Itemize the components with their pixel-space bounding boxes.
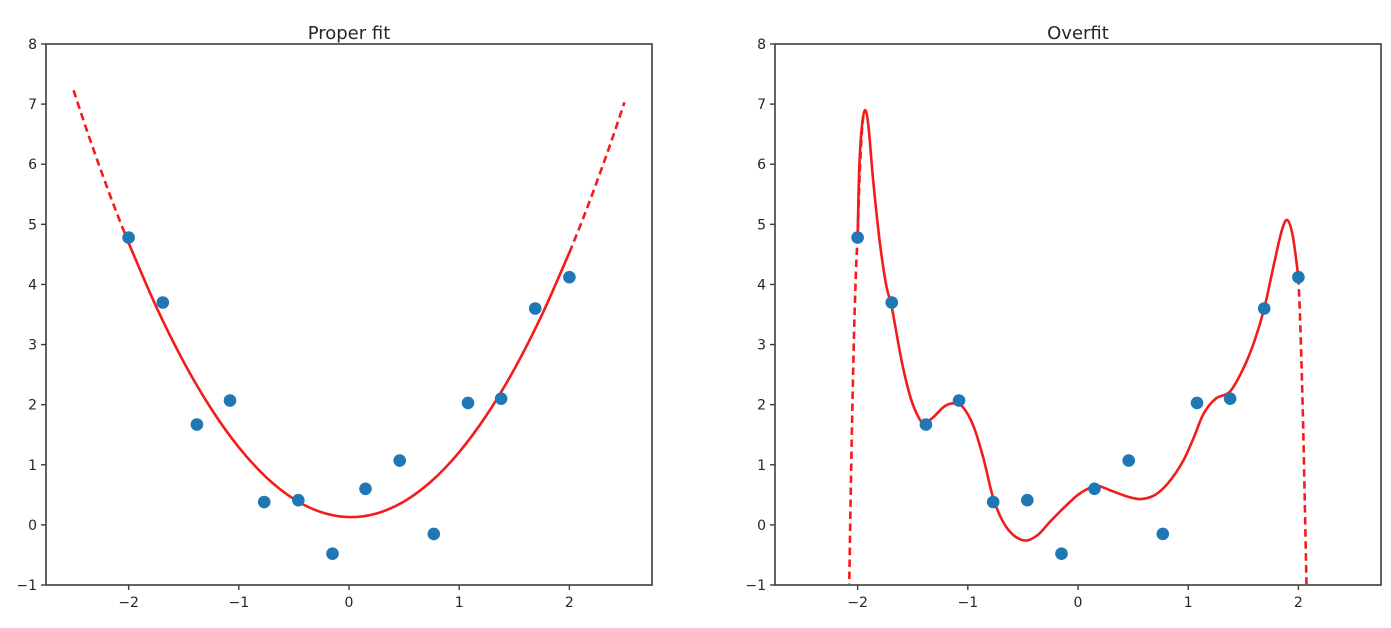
chart-title: Proper fit bbox=[308, 23, 391, 44]
data-point bbox=[393, 454, 407, 467]
data-point bbox=[190, 418, 204, 431]
x-tick-label: 0 bbox=[345, 595, 354, 611]
y-tick-label: 3 bbox=[28, 338, 37, 354]
data-point bbox=[851, 231, 864, 244]
data-point bbox=[1055, 547, 1068, 560]
y-tick-label: 0 bbox=[28, 518, 37, 534]
x-tick-label: 2 bbox=[1294, 595, 1303, 611]
x-tick-label: −1 bbox=[228, 595, 249, 611]
data-point bbox=[326, 547, 339, 560]
chart-title: Overfit bbox=[1047, 23, 1109, 44]
y-tick-label: 0 bbox=[757, 518, 766, 534]
data-point bbox=[292, 493, 305, 507]
fit-curve-dashed-left bbox=[72, 89, 130, 244]
data-point bbox=[223, 394, 237, 407]
data-point bbox=[494, 392, 508, 406]
y-tick-label: 8 bbox=[757, 37, 766, 53]
y-tick-label: 2 bbox=[28, 398, 37, 414]
data-point bbox=[986, 495, 1000, 509]
y-tick-label: 7 bbox=[757, 97, 766, 113]
data-point bbox=[1122, 454, 1135, 467]
y-tick-label: 8 bbox=[28, 37, 37, 53]
fit-curve-dashed-right bbox=[1297, 277, 1308, 584]
data-point bbox=[1190, 396, 1204, 410]
chart-overfit: −2 −1 0 1 2 −1 0 1 2 3 4 5 6 7 8 Overfit bbox=[745, 23, 1382, 611]
x-axis: −2 −1 0 1 2 bbox=[118, 585, 574, 611]
data-point bbox=[885, 296, 899, 309]
data-point bbox=[1156, 527, 1170, 541]
data-point bbox=[156, 296, 170, 309]
x-tick-label: −2 bbox=[118, 595, 139, 611]
y-tick-label: 6 bbox=[757, 157, 766, 173]
data-point bbox=[1021, 493, 1034, 507]
data-point bbox=[563, 270, 576, 284]
x-tick-label: 2 bbox=[565, 595, 574, 611]
scatter-points bbox=[122, 231, 576, 560]
y-tick-label: 5 bbox=[28, 217, 37, 233]
y-tick-label: 1 bbox=[28, 458, 37, 474]
data-point bbox=[952, 394, 966, 407]
data-point bbox=[1088, 482, 1101, 496]
x-tick-label: 1 bbox=[1184, 595, 1193, 611]
x-tick-label: 0 bbox=[1074, 595, 1083, 611]
y-tick-label: 6 bbox=[28, 157, 37, 173]
data-point bbox=[1257, 302, 1271, 315]
scatter-points bbox=[851, 231, 1305, 560]
y-tick-label: 1 bbox=[757, 458, 766, 474]
y-tick-label: −1 bbox=[16, 578, 37, 594]
data-point bbox=[528, 302, 542, 315]
x-tick-label: −1 bbox=[957, 595, 978, 611]
data-point bbox=[122, 231, 135, 244]
y-tick-label: 3 bbox=[757, 338, 766, 354]
y-axis: −1 0 1 2 3 4 5 6 7 8 bbox=[745, 37, 775, 594]
data-point bbox=[257, 495, 271, 509]
x-tick-label: −2 bbox=[847, 595, 868, 611]
y-tick-label: 4 bbox=[28, 277, 37, 293]
data-point bbox=[1223, 392, 1237, 406]
x-tick-label: 1 bbox=[455, 595, 464, 611]
fit-curve-dashed-right bbox=[568, 101, 626, 254]
y-tick-label: 4 bbox=[757, 277, 766, 293]
data-point bbox=[1292, 270, 1305, 284]
data-point bbox=[919, 418, 933, 431]
y-tick-label: 2 bbox=[757, 398, 766, 414]
x-axis: −2 −1 0 1 2 bbox=[847, 585, 1303, 611]
y-tick-label: 5 bbox=[757, 217, 766, 233]
data-point bbox=[461, 396, 475, 410]
chart-proper-fit: −2 −1 0 1 2 −1 0 1 2 3 4 5 6 7 8 Proper fit bbox=[16, 23, 653, 611]
data-point bbox=[427, 527, 441, 541]
y-tick-label: −1 bbox=[745, 578, 766, 594]
data-point bbox=[359, 482, 372, 496]
y-axis: −1 0 1 2 3 4 5 6 7 8 bbox=[16, 37, 46, 594]
y-tick-label: 7 bbox=[28, 97, 37, 113]
